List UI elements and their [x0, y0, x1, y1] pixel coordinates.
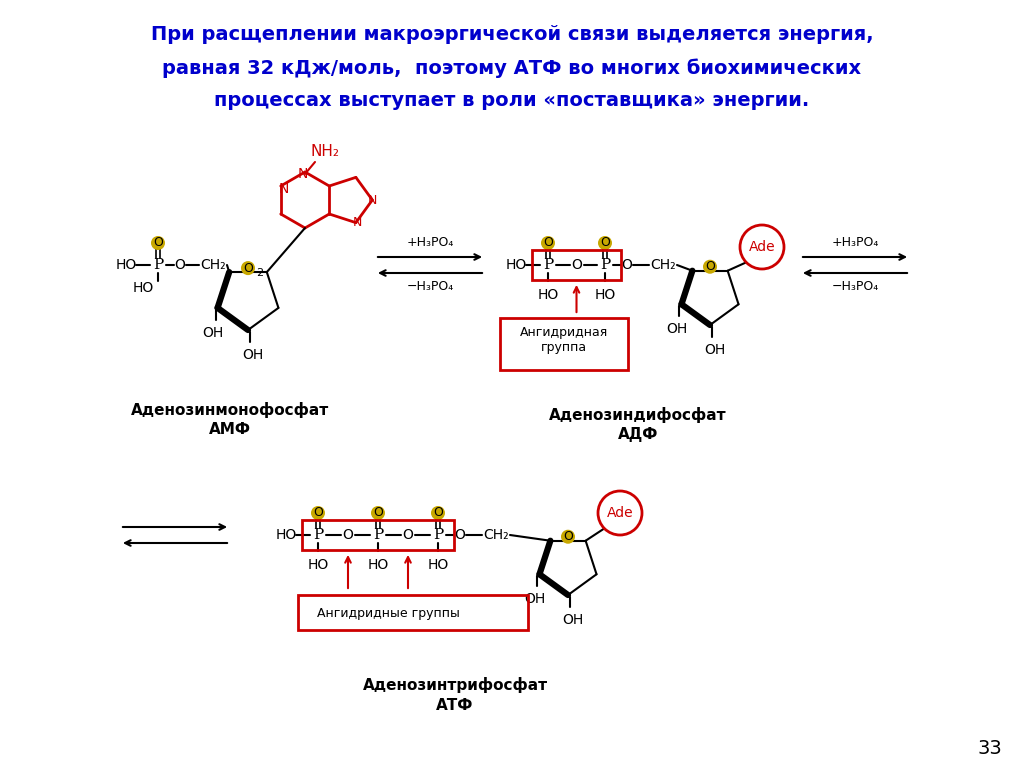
Text: HO: HO [116, 258, 136, 272]
Text: O: O [571, 258, 582, 272]
Text: HO: HO [133, 281, 154, 295]
Text: O: O [402, 528, 414, 542]
Circle shape [241, 261, 255, 275]
Text: HO: HO [307, 558, 329, 572]
Text: Ангидридная
группа: Ангидридная группа [520, 326, 608, 354]
Text: HO: HO [368, 558, 389, 572]
Text: CH₂: CH₂ [483, 528, 509, 542]
Text: P: P [373, 528, 383, 542]
Text: OH: OH [243, 348, 263, 362]
Text: O: O [343, 528, 353, 542]
Text: O: O [373, 506, 383, 519]
Text: Ade: Ade [606, 506, 633, 520]
Text: P: P [153, 258, 163, 272]
Text: Ангидридные группы: Ангидридные группы [316, 607, 460, 620]
Text: CH₂: CH₂ [200, 258, 226, 272]
Circle shape [598, 491, 642, 535]
Text: P: P [433, 528, 443, 542]
Text: −H₃PO₄: −H₃PO₄ [407, 281, 454, 294]
Text: OH: OH [524, 592, 545, 606]
Text: АМФ: АМФ [209, 423, 251, 437]
Circle shape [541, 236, 555, 250]
Circle shape [151, 236, 165, 250]
Text: HO: HO [594, 288, 615, 302]
Text: АТФ: АТФ [436, 697, 474, 713]
Circle shape [431, 506, 445, 520]
Text: NH₂: NH₂ [310, 144, 340, 160]
Text: При расщеплении макроэргической связи выделяется энергия,: При расщеплении макроэргической связи вы… [151, 25, 873, 44]
Text: N: N [368, 193, 377, 206]
Text: O: O [706, 260, 715, 273]
Text: −H₃PO₄: −H₃PO₄ [831, 281, 879, 294]
Text: N: N [353, 216, 362, 229]
Text: P: P [313, 528, 324, 542]
Text: O: O [174, 258, 185, 272]
Text: 2: 2 [256, 268, 263, 278]
Text: +H₃PO₄: +H₃PO₄ [407, 236, 454, 249]
Text: 33: 33 [978, 739, 1002, 758]
Text: Аденозинмонофосфат: Аденозинмонофосфат [131, 402, 329, 418]
Text: CH₂: CH₂ [650, 258, 676, 272]
Text: P: P [543, 258, 553, 272]
Text: АДФ: АДФ [617, 427, 658, 443]
Circle shape [598, 236, 612, 250]
Text: Аденозиндифосфат: Аденозиндифосфат [549, 407, 727, 423]
Text: процессах выступает в роли «поставщика» энергии.: процессах выступает в роли «поставщика» … [214, 91, 810, 110]
Text: P: P [600, 258, 610, 272]
Text: HO: HO [506, 258, 526, 272]
Circle shape [311, 506, 325, 520]
Circle shape [561, 530, 575, 544]
Text: O: O [622, 258, 633, 272]
Text: O: O [153, 236, 163, 249]
Text: +H₃PO₄: +H₃PO₄ [831, 236, 879, 249]
Text: Аденозинтрифосфат: Аденозинтрифосфат [362, 677, 548, 693]
Text: HO: HO [275, 528, 297, 542]
Text: O: O [543, 236, 553, 249]
Text: OH: OH [666, 322, 687, 336]
Text: O: O [600, 236, 610, 249]
Text: O: O [455, 528, 466, 542]
Text: HO: HO [427, 558, 449, 572]
Text: HO: HO [538, 288, 559, 302]
Text: O: O [313, 506, 323, 519]
Text: OH: OH [705, 343, 726, 357]
Circle shape [371, 506, 385, 520]
Circle shape [703, 260, 717, 274]
Text: OH: OH [562, 613, 584, 627]
Circle shape [740, 225, 784, 269]
Text: O: O [433, 506, 443, 519]
Text: N: N [279, 182, 289, 196]
Text: равная 32 кДж/моль,  поэтому АТФ во многих биохимических: равная 32 кДж/моль, поэтому АТФ во многи… [163, 58, 861, 77]
Text: O: O [563, 530, 573, 543]
Text: N: N [298, 167, 308, 181]
Text: O: O [243, 262, 253, 275]
Text: Ade: Ade [749, 240, 775, 254]
Text: OH: OH [202, 326, 223, 340]
